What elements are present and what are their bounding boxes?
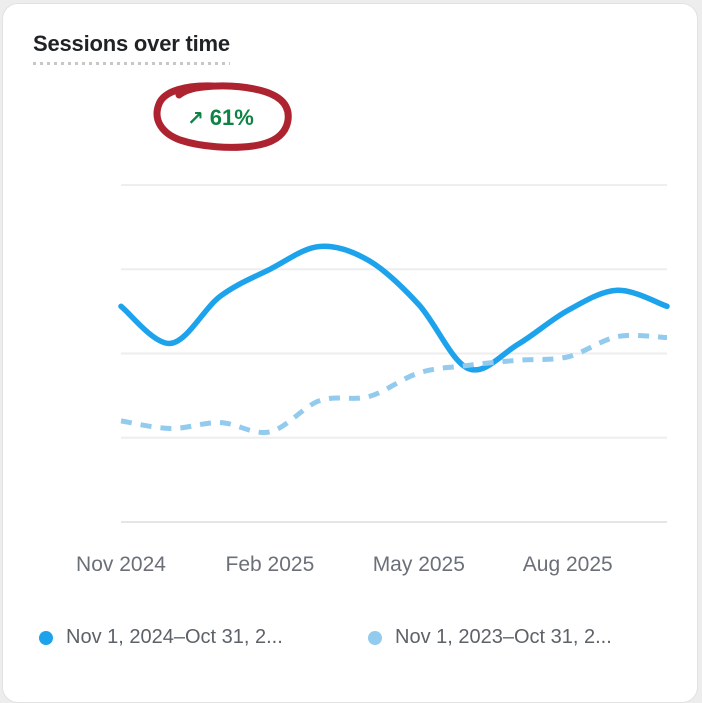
sessions-chart[interactable]: Nov 2024 Feb 2025 May 2025 Aug 2025	[3, 4, 702, 604]
current-period-line	[118, 243, 670, 373]
legend-label-previous: Nov 1, 2023–Oct 31, 2...	[395, 626, 612, 648]
page-title[interactable]: Sessions over time	[33, 31, 230, 65]
current-period-dot-icon	[39, 630, 53, 645]
svg-text:Nov 2024: Nov 2024	[76, 553, 166, 576]
x-axis-labels: Nov 2024 Feb 2025 May 2025 Aug 2025	[76, 553, 613, 576]
svg-text:May 2025: May 2025	[373, 553, 465, 576]
previous-period-line	[120, 332, 668, 436]
legend-item-previous: Nov 1, 2023–Oct 31, 2...	[368, 626, 612, 649]
chart-legend: Nov 1, 2024–Oct 31, 2... Nov 1, 2023–Oct…	[3, 626, 702, 652]
legend-item-current: Nov 1, 2024–Oct 31, 2...	[39, 626, 283, 649]
sessions-card: Sessions over time ↗ 61% Nov 2024 Feb 202…	[2, 3, 698, 703]
svg-text:Feb 2025: Feb 2025	[226, 553, 315, 576]
svg-text:Aug 2025: Aug 2025	[523, 553, 613, 576]
legend-label-current: Nov 1, 2024–Oct 31, 2...	[66, 626, 283, 648]
previous-period-dot-icon	[368, 630, 382, 645]
gridlines	[121, 184, 667, 523]
